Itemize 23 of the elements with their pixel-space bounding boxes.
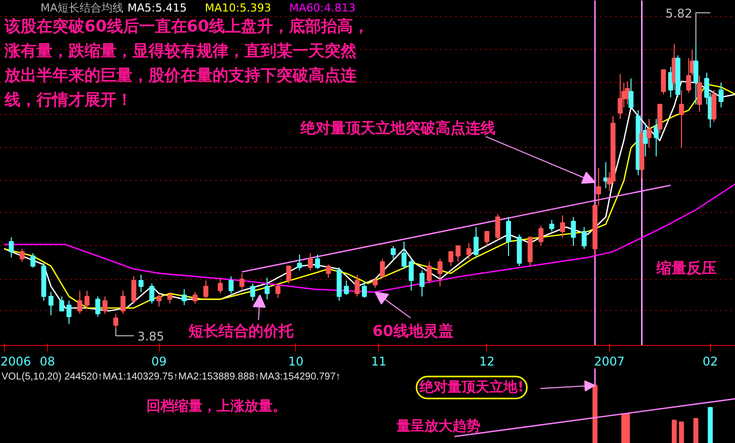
chart-title: VOL(5,10,20) 244520↑MA1:140329.75↑MA2:153889.888↑MA3:154290.797↑ (2, 372, 341, 382)
annotation: 60线地灵盖 (372, 322, 454, 340)
x-tick-label: 12 (479, 354, 495, 368)
text: MA10:5.393 (204, 1, 272, 14)
x-tick-label: 11 (371, 354, 386, 368)
annotation: 缩量反压 (656, 258, 716, 277)
x-tick-label: 02 (702, 354, 718, 368)
x-tick-label: 08 (40, 354, 55, 368)
x-tick-label: 10 (288, 354, 304, 368)
text: MA60:4.813 (289, 1, 356, 14)
x-tick-label: 2007 (594, 354, 625, 368)
annotation: 短长结合的价托 (188, 322, 294, 340)
annotation: 绝对量顶天立地! (418, 378, 524, 396)
chart-subtitle: MA短长结合均线 (40, 1, 124, 14)
x-tick-label: 09 (151, 354, 167, 368)
annotation: 绝对量顶天立地突破高点连线 (300, 118, 496, 137)
annotation: 该股在突破60线后一直在60线上盘升，底部抬高，涨有量，跌缩量，显得较有规律，直到某一天突然放出半年来的巨量，股价在量的支持下突破高点连线，行情才展开！ (4, 16, 370, 110)
text: MA5:5.415 (128, 1, 187, 14)
annotation: 量呈放大趋势 (396, 418, 480, 434)
x-tick-label: 2006 (0, 354, 32, 368)
annotation: 回档缩量，上涨放量。 (146, 398, 286, 414)
annotation: 5.82 (666, 6, 692, 20)
annotation: 3.85 (137, 329, 164, 344)
